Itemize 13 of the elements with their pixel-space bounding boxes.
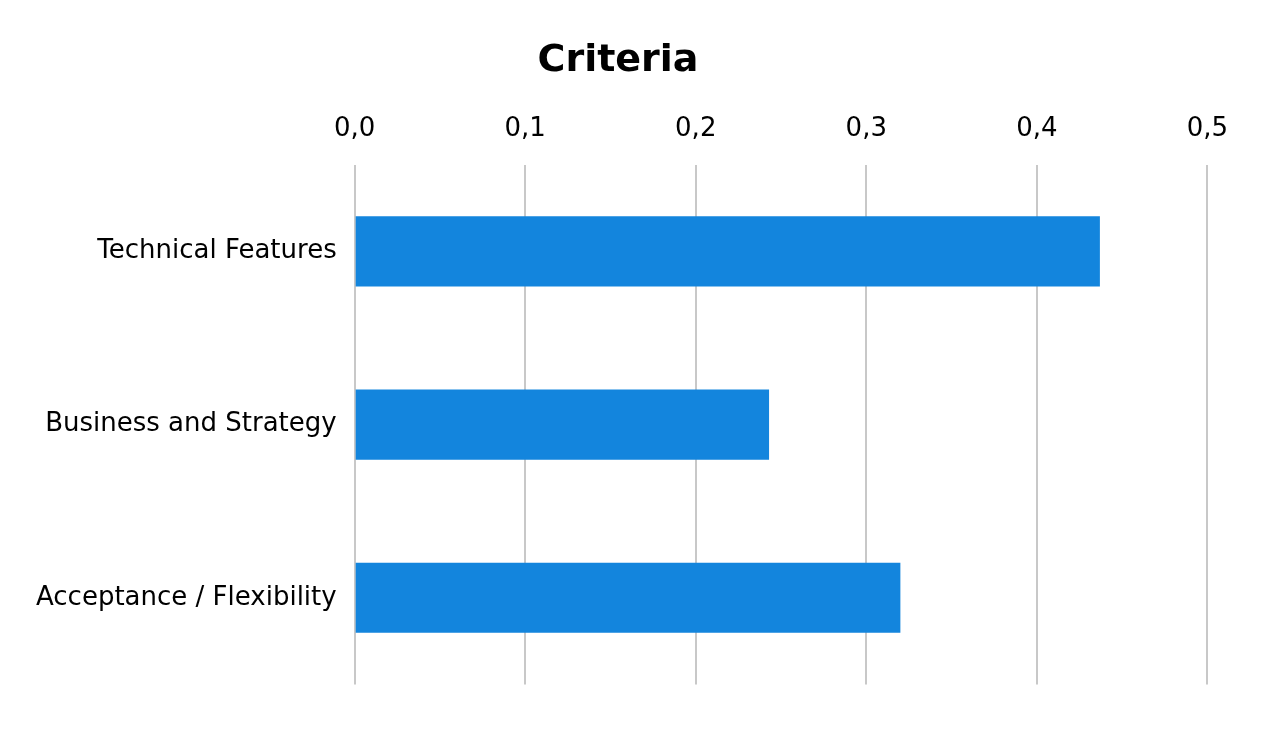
x-tick-label: 0,5 <box>1186 111 1229 142</box>
y-tick-label: Business and Strategy <box>45 407 337 438</box>
x-tick-label: 0,4 <box>1016 111 1058 142</box>
bar <box>355 389 770 460</box>
y-tick-label: Technical Features <box>96 234 337 265</box>
x-tick-label: 0,0 <box>334 111 376 142</box>
x-tick-label: 0,2 <box>675 111 717 142</box>
chart-title: Criteria <box>537 35 699 80</box>
bar <box>355 562 901 633</box>
bar <box>355 216 1100 287</box>
x-tick-label: 0,3 <box>845 111 887 142</box>
y-tick-label: Acceptance / Flexibility <box>35 580 337 611</box>
x-tick-label: 0,1 <box>504 111 546 142</box>
